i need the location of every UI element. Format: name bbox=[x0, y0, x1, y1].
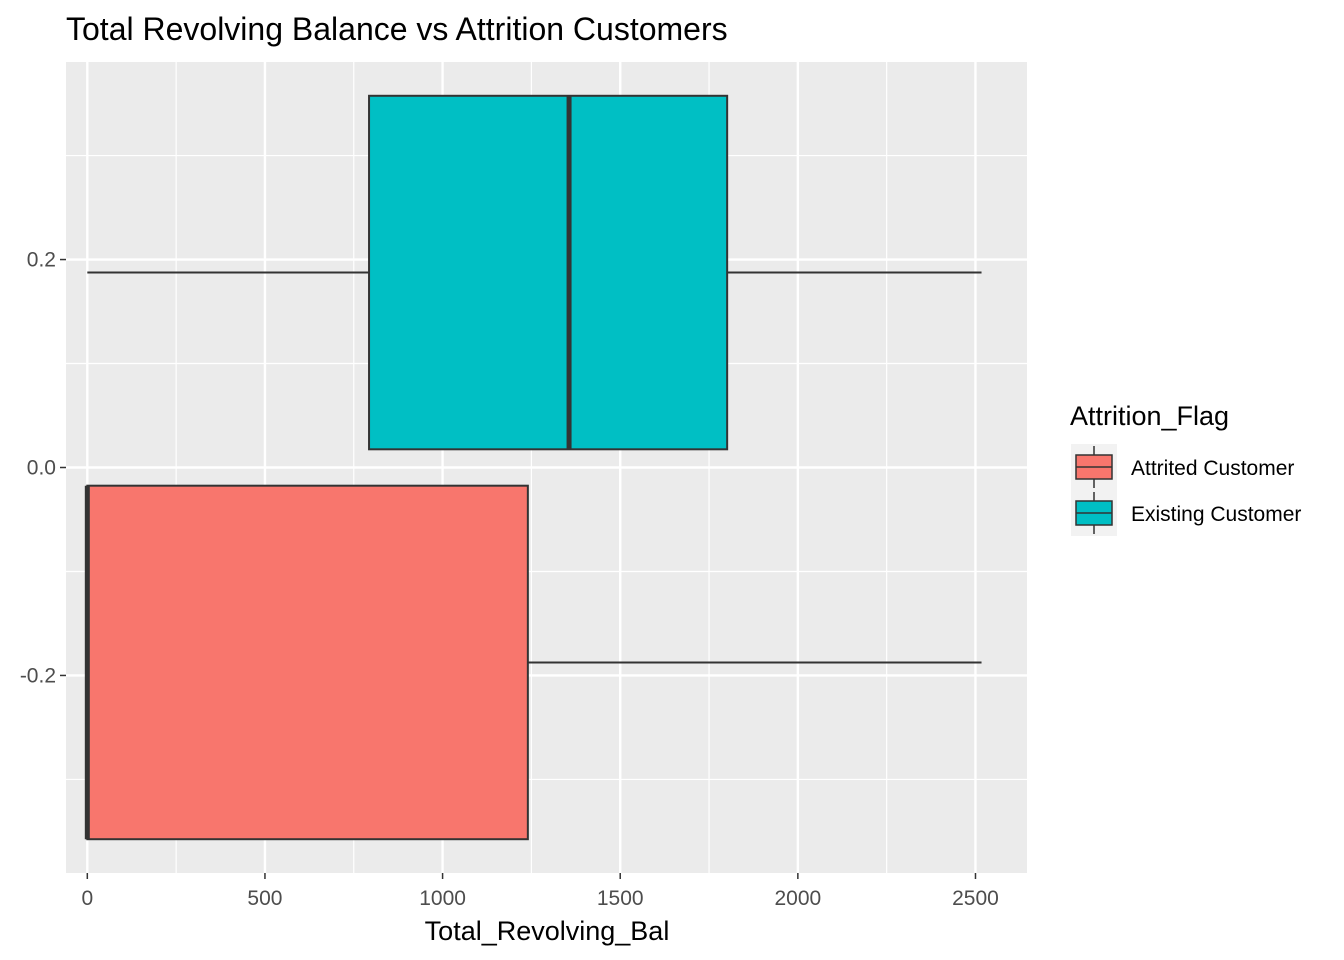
x-tick-label: 0 bbox=[81, 887, 93, 910]
chart-title: Total Revolving Balance vs Attrition Cus… bbox=[66, 11, 728, 47]
x-axis: 0 500 1000 1500 2000 2500 bbox=[81, 873, 999, 910]
legend-title: Attrition_Flag bbox=[1070, 401, 1229, 431]
y-tick-label: 0.0 bbox=[27, 457, 56, 480]
box-body bbox=[368, 94, 729, 451]
boxes bbox=[84, 94, 982, 841]
legend-item-2: Existing Customer bbox=[1071, 490, 1301, 536]
x-tick-label: 500 bbox=[247, 887, 282, 910]
y-tick-label: 0.2 bbox=[27, 249, 56, 272]
box-1 bbox=[84, 484, 982, 841]
legend-item-1: Attrited Customer bbox=[1071, 444, 1294, 490]
box-body bbox=[86, 484, 529, 841]
box-2 bbox=[87, 94, 982, 451]
x-axis-title: Total_Revolving_Bal bbox=[425, 916, 670, 946]
x-tick-label: 1000 bbox=[419, 887, 466, 910]
y-tick-label: -0.2 bbox=[20, 664, 56, 687]
legend-label: Attrited Customer bbox=[1131, 457, 1294, 480]
legend-label: Existing Customer bbox=[1131, 503, 1301, 526]
y-axis: -0.2 0.0 0.2 bbox=[20, 249, 66, 687]
x-tick-label: 1500 bbox=[597, 887, 644, 910]
x-tick-label: 2000 bbox=[774, 887, 821, 910]
legend: Attrition_Flag Attrited Customer Existing… bbox=[1070, 401, 1301, 536]
x-tick-label: 2500 bbox=[952, 887, 999, 910]
